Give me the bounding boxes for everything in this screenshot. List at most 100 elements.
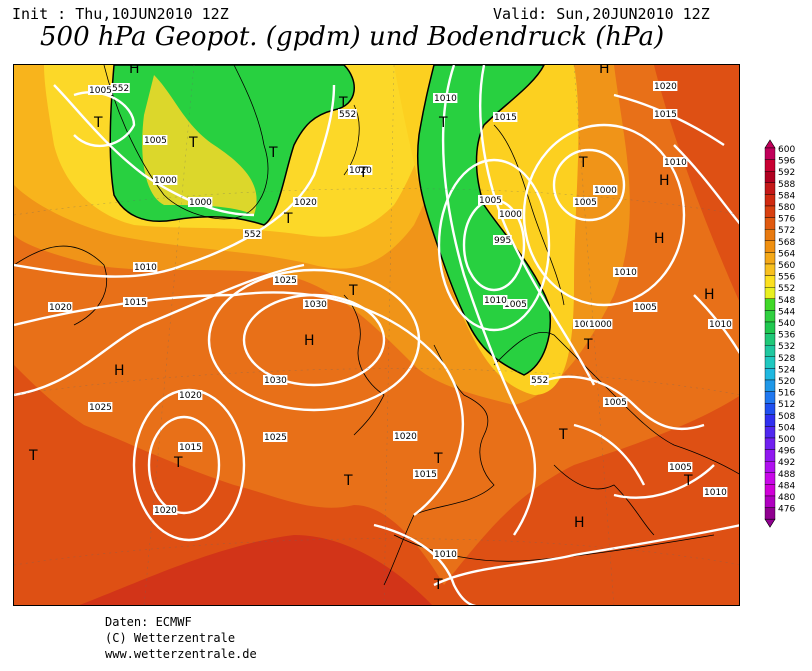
legend-swatch <box>764 286 776 299</box>
legend-swatch <box>764 379 776 392</box>
isobar-label: 1010 <box>484 296 507 306</box>
isobar-label: 1020 <box>394 432 417 442</box>
init-time: Init : Thu,10JUN2010 12Z <box>12 5 229 23</box>
legend-label: 524 <box>778 365 795 375</box>
isobar-label: 1000 <box>154 176 177 186</box>
isobar-label: 1010 <box>704 488 727 498</box>
low-pressure-marker: T <box>343 473 353 489</box>
isobar-label: 1020 <box>294 198 317 208</box>
legend-swatch <box>764 426 776 439</box>
legend-label: 476 <box>778 505 795 515</box>
isobar-label-bg <box>498 209 523 219</box>
legend-label: 548 <box>778 296 795 306</box>
isobar-label-bg <box>493 112 518 122</box>
isobar-label-bg <box>263 432 288 442</box>
legend-label: 556 <box>778 273 795 283</box>
legend-swatch <box>764 333 776 346</box>
isobar-label-bg <box>588 319 613 329</box>
legend-label: 480 <box>778 493 795 503</box>
isobar-label-bg <box>530 375 549 385</box>
legend-label: 600 <box>778 145 795 155</box>
legend-label: 488 <box>778 470 795 480</box>
legend-swatch <box>764 461 776 474</box>
isobar-label-bg <box>433 93 458 103</box>
isobar-label: 552 <box>531 376 548 386</box>
low-pressure-marker: T <box>338 95 348 111</box>
legend-label: 536 <box>778 331 795 341</box>
isobar-label: 1010 <box>709 320 732 330</box>
high-pressure-marker: H <box>129 65 140 77</box>
legend-swatch <box>764 495 776 508</box>
footer-copyright: (C) Wetterzentrale <box>105 631 236 645</box>
legend-label: 496 <box>778 447 795 457</box>
isobar-label: 1005 <box>574 198 597 208</box>
legend-swatch <box>764 298 776 311</box>
low-pressure-marker: T <box>268 145 278 161</box>
isobar-label-bg <box>503 299 528 309</box>
isobar-label: 1010 <box>434 94 457 104</box>
trough-scandinavia <box>416 65 551 376</box>
low-pressure-marker: T <box>433 451 443 467</box>
legend-swatch <box>764 205 776 218</box>
isobar-label: 1020 <box>349 166 372 176</box>
legend-swatch <box>764 275 776 288</box>
legend-swatch <box>764 310 776 323</box>
isobar-label-bg <box>613 267 638 277</box>
isobar-label-bg <box>413 469 438 479</box>
high-pressure-marker: H <box>654 231 665 247</box>
high-pressure-marker: H <box>704 287 715 303</box>
isobar-label: 1000 <box>189 198 212 208</box>
isobar-label-bg <box>188 197 213 207</box>
weather-map: 1005 552 1005 1000 1000 1010 1020 1020 552 552 101… <box>13 64 740 606</box>
isobar-label-bg <box>493 235 512 245</box>
legend-swatch <box>764 391 776 404</box>
footer-url: www.wetterzentrale.de <box>105 647 257 661</box>
isobar-label: 1000 <box>499 210 522 220</box>
isobar-label-bg <box>393 431 418 441</box>
low-pressure-marker: T <box>683 473 693 489</box>
legend-swatch <box>764 182 776 195</box>
legend-label: 540 <box>778 319 795 329</box>
isobar-label: 1020 <box>654 82 677 92</box>
isobar-label-bg <box>348 165 373 175</box>
legend-label: 516 <box>778 389 795 399</box>
isobar-label-bg <box>303 299 328 309</box>
legend-swatch <box>764 240 776 253</box>
legend-label: 484 <box>778 481 795 491</box>
low-pressure-marker: T <box>583 337 593 353</box>
legend-label: 528 <box>778 354 795 364</box>
legend-swatch <box>764 263 776 276</box>
isobar-label: 552 <box>339 110 356 120</box>
legend-swatch <box>764 472 776 485</box>
isobar-label: 1000 <box>589 320 612 330</box>
isobar-label: 1005 <box>504 300 527 310</box>
legend-label: 520 <box>778 377 795 387</box>
legend-swatch <box>764 321 776 334</box>
isobar-label: 1020 <box>49 303 72 313</box>
isobar-label: 1030 <box>304 300 327 310</box>
isobar-label: 995 <box>494 236 511 246</box>
isobar-label: 1010 <box>614 268 637 278</box>
low-pressure-marker: T <box>433 577 443 593</box>
legend-swatch <box>764 437 776 450</box>
isobar-label-bg <box>88 402 113 412</box>
isobar-label: 1005 <box>669 463 692 473</box>
legend-label: 560 <box>778 261 795 271</box>
isobar-label: 1005 <box>479 196 502 206</box>
isobar-label-bg <box>178 390 203 400</box>
isobar-label-bg <box>123 297 148 307</box>
graticule <box>14 65 739 605</box>
legend-label: 532 <box>778 342 795 352</box>
isobar-label-bg <box>153 175 178 185</box>
isobar-label: 552 <box>244 230 261 240</box>
legend-label: 500 <box>778 435 795 445</box>
legend-arrow-bottom <box>764 518 776 528</box>
isobar-label-bg <box>178 442 203 452</box>
legend-swatch <box>764 217 776 230</box>
isobar-label: 1010 <box>134 263 157 273</box>
low-pressure-marker: T <box>28 448 38 464</box>
high-pressure-marker: H <box>659 173 670 189</box>
isobar-label-bg <box>263 375 288 385</box>
legend-label: 512 <box>778 400 795 410</box>
isobar-label: 1010 <box>434 550 457 560</box>
